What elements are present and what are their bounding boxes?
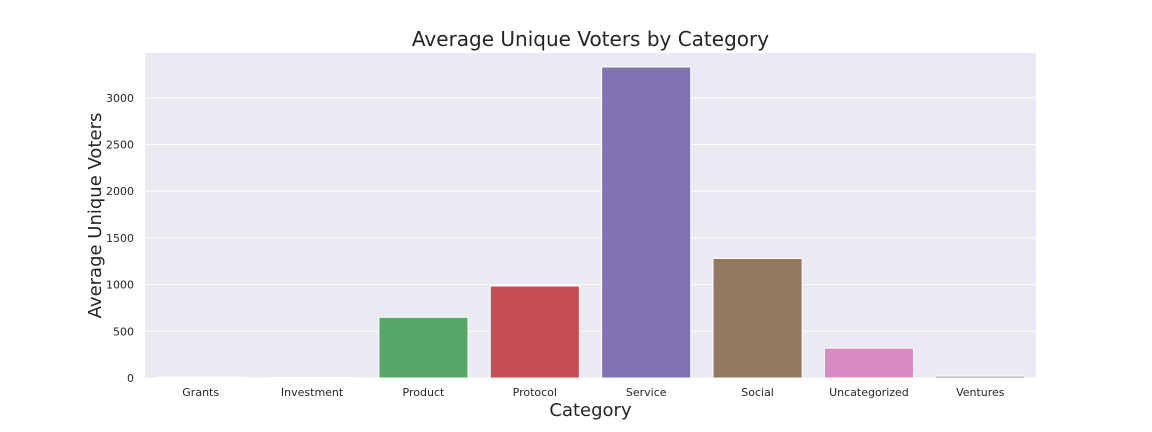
x-tick-label: Uncategorized (829, 386, 909, 399)
x-tick-label: Investment (281, 386, 344, 399)
bars (155, 66, 1026, 379)
bar-protocol (489, 285, 580, 379)
bar-grants (155, 376, 246, 379)
bar-service (601, 66, 692, 379)
y-tick-label: 3000 (106, 92, 134, 105)
y-axis-label: Average Unique Voters (85, 113, 106, 319)
bar-product (378, 316, 469, 379)
bar-ventures (935, 375, 1026, 379)
y-tick-label: 0 (127, 372, 134, 385)
x-axis-label: Category (549, 400, 632, 421)
x-tick-label: Social (741, 386, 774, 399)
bar-uncategorized (823, 347, 914, 379)
x-tick-label: Protocol (513, 386, 557, 399)
y-tick-label: 1000 (106, 279, 134, 292)
x-tick-label: Product (403, 386, 445, 399)
bar-social (712, 257, 803, 379)
x-tick-labels: Grants Investment Product Protocol Service So… (182, 386, 1005, 399)
x-tick-label: Service (626, 386, 667, 399)
y-tick-label: 500 (113, 325, 134, 338)
y-tick-labels: 0 500 1000 1500 2000 2500 3000 (106, 92, 134, 385)
plot-area (145, 53, 1036, 378)
x-tick-label: Grants (182, 386, 219, 399)
y-tick-label: 1500 (106, 232, 134, 245)
y-tick-label: 2000 (106, 185, 134, 198)
y-tick-label: 2500 (106, 139, 134, 152)
x-tick-label: Ventures (956, 386, 1005, 399)
chart-title: Average Unique Voters by Category (412, 27, 769, 51)
bar-investment (267, 376, 358, 379)
grid-lines (145, 97, 1036, 379)
